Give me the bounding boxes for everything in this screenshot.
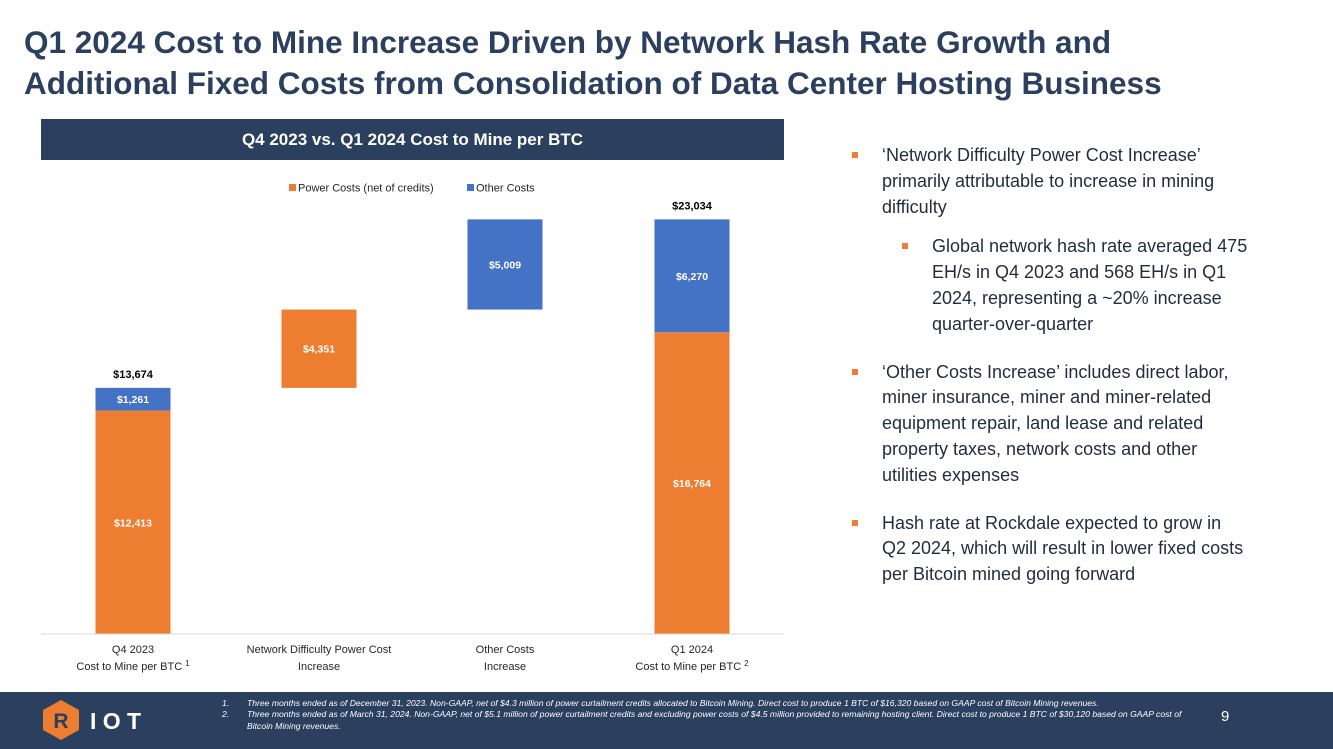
chart-legend: Power Costs (net of credits) Other Costs [289, 183, 535, 195]
legend-swatch [467, 184, 474, 191]
x-tick-label: Cost to Mine per BTC 1 [76, 659, 190, 673]
slide-title: Q1 2024 Cost to Mine Increase Driven by … [24, 22, 1314, 104]
bullet-square-icon [852, 368, 858, 375]
x-tick-label: Increase [484, 661, 526, 673]
logo-text: I O T [90, 708, 141, 734]
bullet-item: Hash rate at Rockdale expected to grow i… [850, 511, 1250, 588]
footnote-superscript: 2 [744, 659, 749, 668]
legend-label: Power Costs (net of credits) [298, 183, 434, 195]
logo-letter: R [53, 710, 68, 733]
footnote-text: Three months ended as of December 31, 20… [247, 698, 1099, 708]
logo-hexagon-icon [43, 700, 79, 740]
bar-other [467, 219, 543, 310]
bar-value-label: $1,261 [117, 394, 149, 406]
bullet-text: ‘Other Costs Increase’ includes direct l… [882, 361, 1229, 485]
bullet-square-icon [902, 243, 908, 250]
slide-title-line-2: Additional Fixed Costs from Consolidatio… [24, 65, 1162, 101]
bullet-text: Global network hash rate averaged 475 EH… [932, 236, 1248, 334]
waterfall-chart: Power Costs (net of credits) Other Costs … [41, 183, 784, 673]
footer-bar: R I O T 1. Three months ended as of Dece… [0, 692, 1333, 749]
bar-power [95, 410, 171, 634]
total-label: $23,034 [672, 200, 713, 212]
footnote: 2. Three months ended as of March 31, 20… [222, 709, 1182, 732]
x-tick-label: Network Difficulty Power Cost [247, 644, 392, 656]
riot-logo: R I O T [43, 700, 141, 740]
sub-bullet-item: Global network hash rate averaged 475 EH… [900, 234, 1250, 337]
bullet-square-icon [852, 152, 858, 158]
bullet-square-icon [852, 519, 858, 526]
bar-value-label: $12,413 [114, 517, 152, 529]
chart-bars [95, 219, 730, 634]
bar-value-label: $4,351 [303, 344, 335, 356]
chart-labels: $12,413 $1,261 $4,351 $5,009 $16,764 $6,270 $1… [76, 200, 749, 673]
total-label: $13,674 [113, 369, 154, 381]
bar-other [95, 387, 171, 411]
legend-swatch [289, 184, 296, 191]
x-tick-label: Q4 2023 [112, 644, 154, 656]
page-number: 9 [1221, 708, 1230, 725]
footnote-number: 2. [222, 709, 230, 720]
x-tick-label: Q1 2024 [671, 644, 713, 656]
x-tick-label: Increase [298, 661, 340, 673]
bar-value-label: $5,009 [489, 259, 521, 271]
footnote-superscript: 1 [185, 659, 190, 668]
bullet-text: ‘Network Difficulty Power Cost Increase’… [882, 145, 1215, 217]
bar-value-label: $16,764 [673, 478, 711, 490]
bar-value-label: $6,270 [676, 271, 708, 283]
bullet-text: Hash rate at Rockdale expected to grow i… [882, 512, 1244, 585]
footnotes: 1. Three months ended as of December 31,… [222, 698, 1182, 732]
footnote: 1. Three months ended as of December 31,… [222, 698, 1182, 709]
x-tick-label: Other Costs [476, 644, 535, 656]
bar-other [654, 219, 730, 333]
legend-label: Other Costs [476, 183, 535, 195]
slide-title-line-1: Q1 2024 Cost to Mine Increase Driven by … [24, 24, 1112, 60]
bullet-item: ‘Network Difficulty Power Cost Increase’… [850, 143, 1250, 220]
footnote-number: 1. [222, 698, 230, 708]
commentary-bullets: ‘Network Difficulty Power Cost Increase’… [850, 143, 1250, 588]
bar-power [281, 309, 357, 388]
footnote-text: Three months ended as of March 31, 2024.… [247, 709, 1182, 731]
chart-header: Q4 2023 vs. Q1 2024 Cost to Mine per BTC [41, 119, 784, 160]
bar-power [654, 332, 730, 634]
x-tick-label: Cost to Mine per BTC 2 [635, 659, 749, 673]
bullet-item: ‘Other Costs Increase’ includes direct l… [850, 360, 1250, 489]
